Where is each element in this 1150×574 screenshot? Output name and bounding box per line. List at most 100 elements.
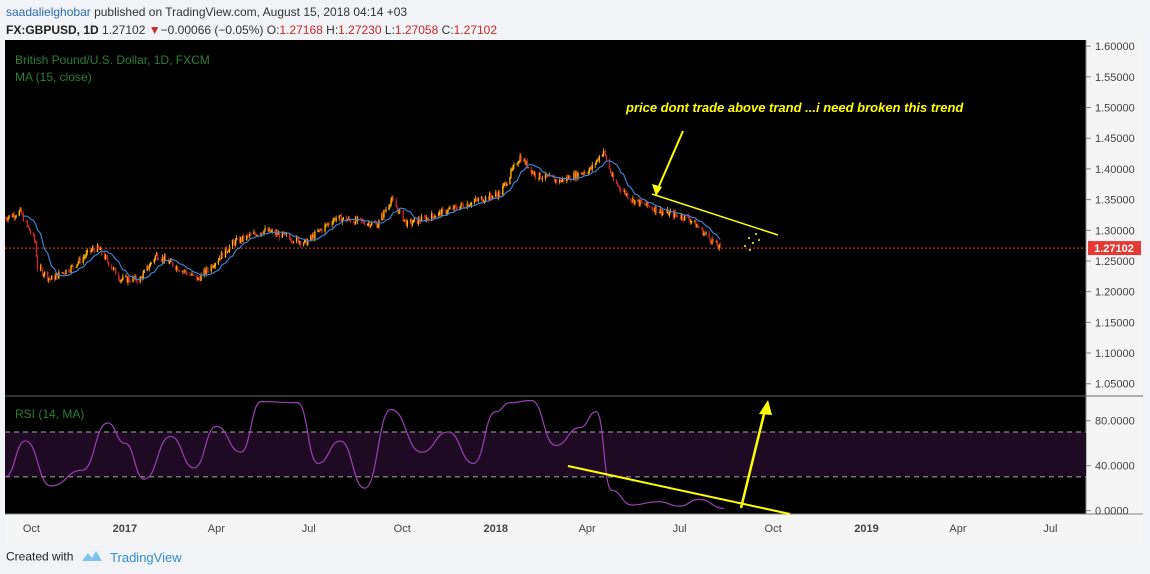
candle-body <box>233 241 236 245</box>
candle-body <box>262 233 264 235</box>
candle-body <box>264 228 266 231</box>
candle-body <box>609 168 612 173</box>
candle-body <box>107 261 110 266</box>
candle-body <box>631 201 633 202</box>
candle-body <box>169 259 172 262</box>
candle-body <box>98 247 101 250</box>
candle-body <box>295 236 298 242</box>
candle-body <box>473 200 476 203</box>
candle-body <box>319 229 321 231</box>
candle-body <box>185 270 187 273</box>
candle-body <box>604 151 607 156</box>
candle-body <box>638 199 640 206</box>
high-label: H: <box>326 23 339 37</box>
candle-body <box>434 217 436 219</box>
symbol-label: FX:GBPUSD, 1D <box>6 23 99 37</box>
candle-body <box>93 249 96 252</box>
candle-body <box>118 274 120 280</box>
candle-body <box>306 239 308 245</box>
candle-body <box>595 161 597 164</box>
candle-body <box>662 212 665 213</box>
price-tick-label: 1.35000 <box>1095 195 1135 207</box>
candle-body <box>715 241 717 242</box>
time-tick-label: Jul <box>673 523 687 535</box>
candle-body <box>496 192 498 195</box>
candle-body <box>413 218 416 220</box>
author-link[interactable]: saadalielghobar <box>6 5 91 19</box>
price-tick-label: 1.25000 <box>1095 256 1135 268</box>
candle-body <box>634 200 636 204</box>
candle-body <box>199 278 201 281</box>
candle-body <box>134 275 136 279</box>
candle-body <box>411 223 414 225</box>
candle-body <box>248 235 250 237</box>
candle-body <box>481 197 484 203</box>
candle-body <box>352 222 355 223</box>
candle-body <box>270 231 272 233</box>
candle-body <box>182 271 184 272</box>
candle-body <box>474 198 477 201</box>
candle-body <box>13 214 15 218</box>
candle-body <box>412 219 415 224</box>
candle-body <box>694 220 696 222</box>
candle-body <box>497 194 499 198</box>
candle-body <box>296 236 299 239</box>
candle-body <box>658 212 660 214</box>
candle-body <box>141 277 143 279</box>
candle-body <box>153 259 156 263</box>
candle-body <box>368 222 370 224</box>
candle-body <box>617 185 620 187</box>
candle-body <box>227 250 230 252</box>
candle-body <box>35 242 38 257</box>
candle-body <box>509 177 511 184</box>
candle-body <box>226 251 229 253</box>
chart-area[interactable]: 1.60000 1.55000 1.50000 1.45000 1.40000 1.350… <box>5 40 1143 544</box>
candle-body <box>212 266 214 268</box>
candle-body <box>110 265 113 269</box>
candle-body <box>183 271 185 272</box>
candle-body <box>238 237 241 243</box>
candle-body <box>534 172 537 178</box>
candle-body <box>506 183 508 186</box>
rsi-trendline[interactable] <box>567 465 791 515</box>
candle-body <box>668 212 671 216</box>
price-trendline[interactable] <box>651 193 779 236</box>
candle-body <box>679 217 682 219</box>
candle-body <box>675 214 678 216</box>
candle-body <box>654 206 656 213</box>
candle-body <box>213 266 215 267</box>
low-value: 1.27058 <box>394 23 439 37</box>
candle-body <box>624 190 626 192</box>
candle-body <box>490 196 493 199</box>
candle-body <box>532 171 535 175</box>
candle-body <box>488 193 491 200</box>
candle-body <box>26 221 29 226</box>
candle-body <box>297 238 300 244</box>
candle-body <box>304 239 306 244</box>
candle-body <box>545 174 548 177</box>
candle-body <box>49 277 51 279</box>
candle-body <box>441 209 443 216</box>
candle-body <box>25 221 28 222</box>
candle-body <box>569 176 571 181</box>
change-value: −0.00066 (−0.05%) <box>160 23 264 37</box>
candle-body <box>340 215 342 223</box>
candle-body <box>86 250 88 253</box>
candle-body <box>320 229 322 231</box>
price-tick-label: 1.60000 <box>1095 41 1135 53</box>
candle-body <box>200 274 202 281</box>
candle-body <box>516 164 518 166</box>
candle-body <box>157 259 160 260</box>
candle-body <box>29 230 32 233</box>
projection-dots <box>744 233 760 251</box>
footer: Created with TradingView <box>6 549 182 566</box>
candle-body <box>530 167 532 174</box>
candle-body <box>250 234 252 235</box>
candle-body <box>11 215 13 218</box>
candle-body <box>267 228 269 232</box>
candle-body <box>7 217 9 221</box>
candle-body <box>143 270 145 273</box>
candle-body <box>376 222 378 228</box>
tradingview-link[interactable]: TradingView <box>110 550 182 565</box>
candle-body <box>505 182 507 186</box>
